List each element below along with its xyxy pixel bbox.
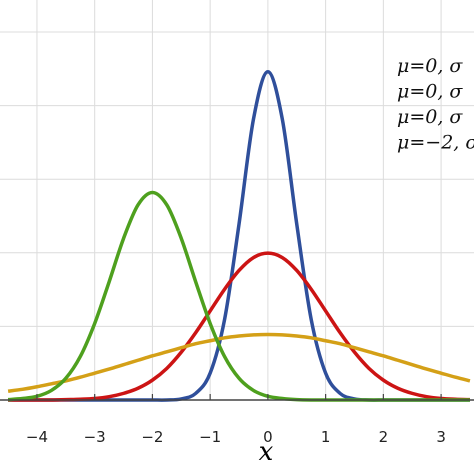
- legend-label: μ=0, σ: [397, 55, 463, 77]
- x-tick-label: 0: [263, 428, 273, 446]
- legend-label: μ=0, σ: [397, 106, 463, 128]
- curve: [8, 251, 471, 402]
- x-tick-label: −1: [199, 428, 221, 446]
- x-tick-label: −3: [84, 428, 106, 446]
- x-tick-label: 1: [321, 428, 331, 446]
- legend-label: μ=−2, σ: [397, 132, 474, 154]
- x-tick-label: 2: [379, 428, 389, 446]
- labels: −4 −3 −2 −1 0 1 2 3 μ=0, σ μ=0, σ μ=0, σ μ=−2, σ: [26, 55, 474, 446]
- curve: [7, 332, 471, 393]
- x-tick-label: −2: [141, 428, 163, 446]
- legend-label: μ=0, σ: [397, 81, 463, 103]
- x-tick-label: 3: [436, 428, 446, 446]
- x-tick-label: −4: [26, 428, 48, 446]
- x-axis-label: x: [259, 437, 274, 467]
